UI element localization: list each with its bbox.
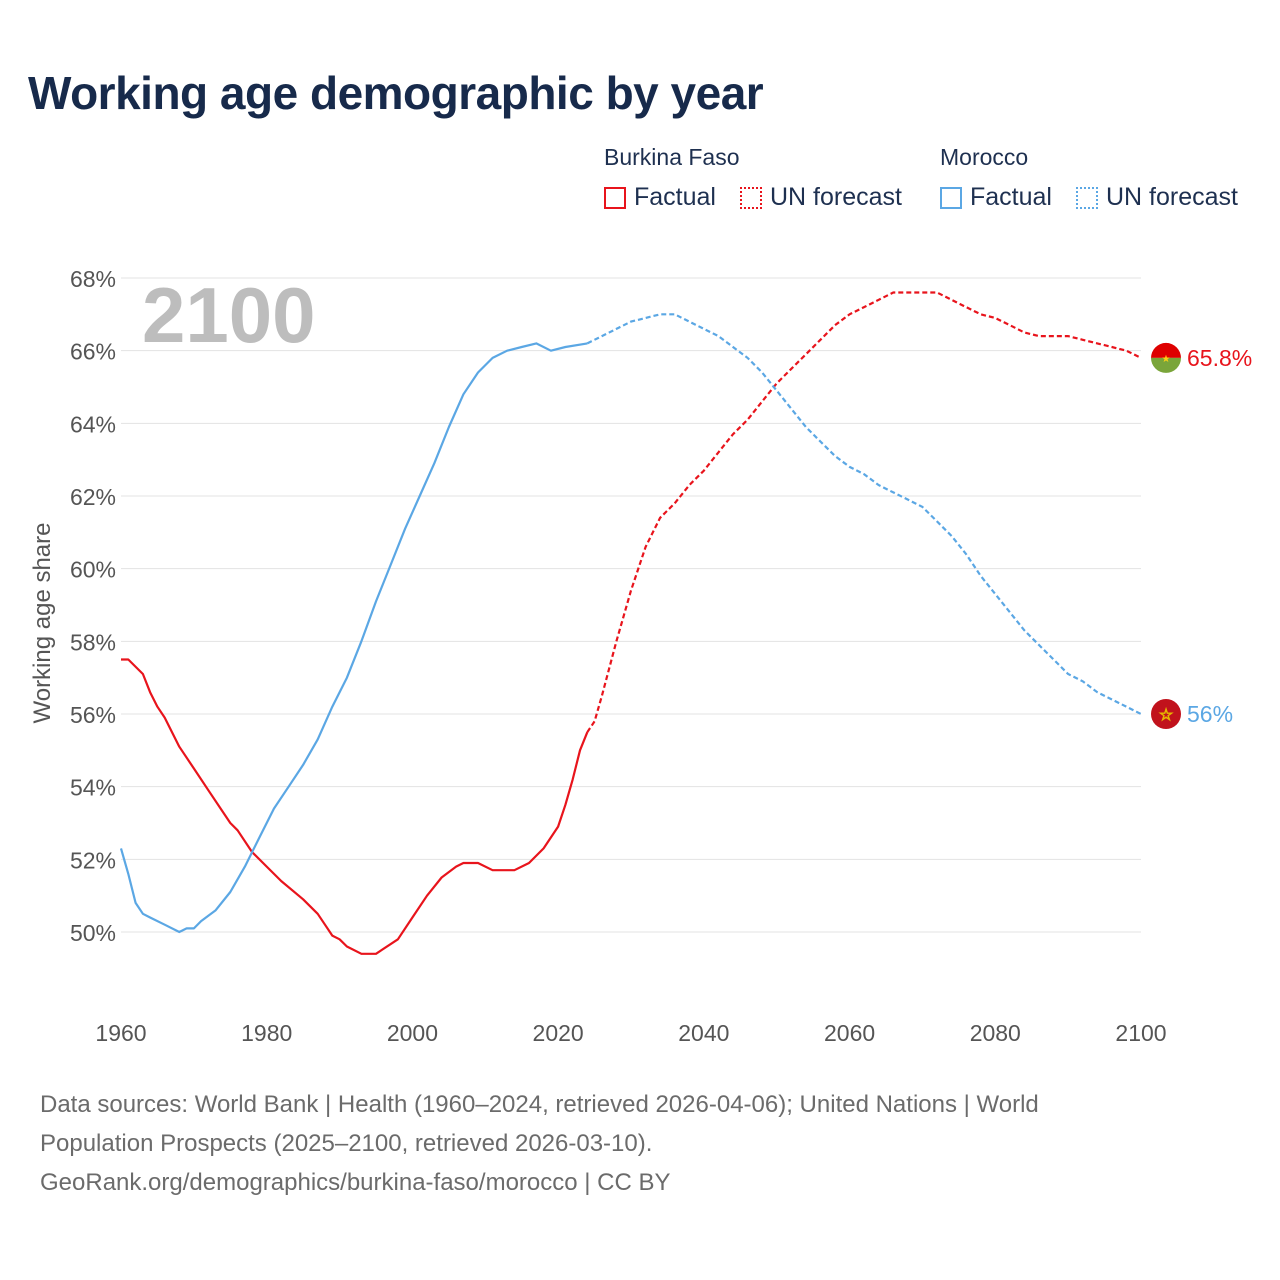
x-tick-label: 2000 [387, 1020, 438, 1046]
x-tick-label: 2080 [970, 1020, 1021, 1046]
legend-swatch-solid [604, 186, 626, 209]
x-tick-label: 2020 [533, 1020, 584, 1046]
flag-half-green [1151, 357, 1181, 373]
legend-swatch-dotted [739, 186, 762, 209]
legend-item-factual[interactable]: Factual [604, 183, 716, 212]
y-tick-label: 54% [70, 775, 116, 801]
series-line-factual-morocco[interactable] [119, 342, 588, 934]
y-tick-label: 60% [70, 557, 116, 583]
legend-swatch-dotted [1075, 186, 1098, 209]
x-tick-label: 1980 [241, 1020, 292, 1046]
y-tick-label: 56% [70, 702, 116, 728]
chart-title: Working age demographic by year [28, 67, 764, 119]
star-icon: ☆ [1159, 707, 1173, 724]
x-tick-label: 2040 [678, 1020, 729, 1046]
year-overlay: 2100 [142, 271, 316, 359]
y-axis-label: Working age share [29, 523, 56, 724]
y-tick-label: 62% [70, 484, 116, 510]
star-icon: ★ [1162, 354, 1171, 365]
source-line-1: Data sources: World Bank | Health (1960–… [40, 1091, 1039, 1118]
series-line-forecast-burkina-faso[interactable] [586, 291, 1142, 733]
y-tick-label: 52% [70, 847, 116, 873]
x-tick-label: 1960 [95, 1020, 146, 1046]
legend-country-label: Morocco [940, 144, 1029, 170]
end-marker-morocco: ☆ [1151, 699, 1181, 729]
end-value-label: 65.8% [1187, 345, 1252, 371]
y-tick-label: 58% [70, 629, 116, 655]
y-tick-label: 50% [70, 920, 116, 946]
series-line-factual-burkina-faso[interactable] [121, 658, 589, 955]
legend-item-label: Factual [970, 183, 1052, 211]
source-line-2: Population Prospects (2025–2100, retriev… [40, 1130, 653, 1157]
legend-item-un-forecast[interactable]: UN forecast [1075, 183, 1238, 212]
end-marker-burkina-faso: ★ [1151, 342, 1181, 373]
flag-disc [1151, 699, 1181, 729]
legend-item-factual[interactable]: Factual [940, 183, 1052, 212]
end-value-label: 56% [1187, 701, 1233, 727]
series-line-forecast-morocco[interactable] [586, 313, 1142, 715]
x-tick-label: 2100 [1115, 1020, 1166, 1046]
y-tick-label: 66% [70, 339, 116, 365]
flag-half-red [1151, 342, 1181, 358]
legend-item-label: UN forecast [769, 183, 902, 211]
legend-item-un-forecast[interactable]: UN forecast [739, 183, 902, 212]
line-chart: 50% 52% 54% 56% 58% 60% 62% 64% 66% 68% 1960 1980 20… [29, 266, 1252, 1046]
x-tick-label: 2060 [824, 1020, 875, 1046]
legend-swatch-solid [940, 186, 962, 209]
legend-burkina-faso: Burkina Faso Factual UN forecast [604, 144, 916, 212]
y-tick-label: 64% [70, 411, 116, 437]
legend-item-label: UN forecast [1105, 183, 1238, 211]
source-line-3[interactable]: GeoRank.org/demographics/burkina-faso/mo… [40, 1169, 671, 1196]
legend-country-label: Burkina Faso [604, 144, 740, 170]
y-tick-label: 68% [70, 266, 116, 292]
legend-morocco: Morocco Factual UN forecast [940, 144, 1252, 212]
legend-item-label: Factual [634, 183, 716, 211]
data-source-note: Data sources: World Bank | Health (1960–… [40, 1085, 1240, 1202]
